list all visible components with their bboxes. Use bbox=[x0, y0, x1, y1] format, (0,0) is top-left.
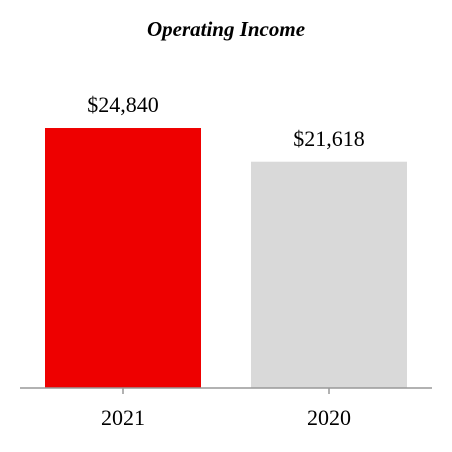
value-label: $21,618 bbox=[293, 126, 365, 151]
x-tick-label: 2020 bbox=[307, 405, 351, 430]
bar bbox=[251, 161, 407, 388]
chart-title: Operating Income bbox=[147, 17, 305, 41]
x-tick-label: 2021 bbox=[101, 405, 145, 430]
bar bbox=[45, 128, 201, 388]
value-label: $24,840 bbox=[87, 92, 159, 117]
